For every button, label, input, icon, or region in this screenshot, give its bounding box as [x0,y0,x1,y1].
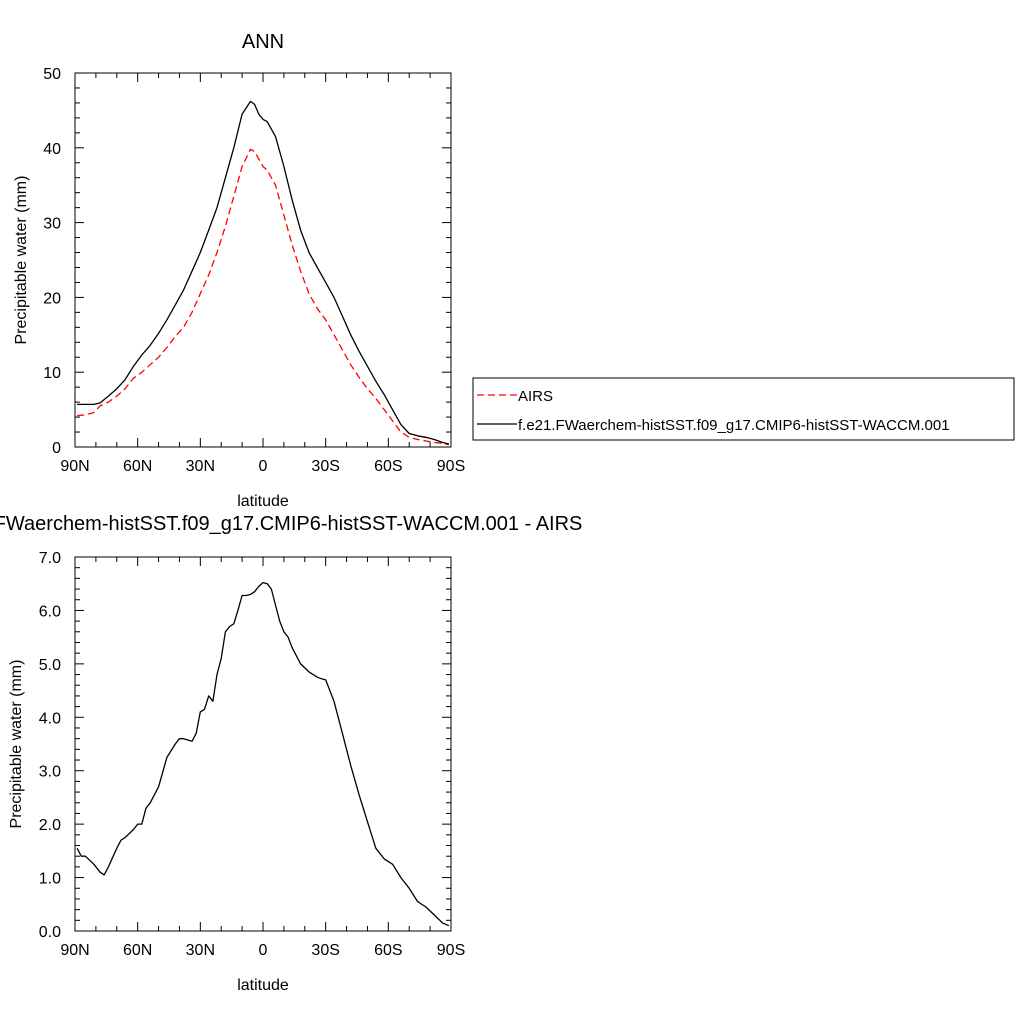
y-tick-label: 10 [43,365,61,382]
top-panel-plot-frame [74,72,452,448]
x-tick-label: 90N [60,942,89,959]
y-tick-label: 0.0 [39,924,61,941]
y-tick-label: 5.0 [39,657,61,674]
y-tick-label: 20 [43,290,61,307]
y-tick-label: 50 [43,66,61,83]
x-tick-label: 90S [437,942,465,959]
legend-box [472,377,1015,441]
x-tick-label: 0 [259,458,268,475]
x-tick-label: 90S [437,458,465,475]
legend-label-airs: AIRS [518,388,553,405]
legend-label-model: f.e21.FWaerchem-histSST.f09_g17.CMIP6-hi… [518,417,950,434]
y-tick-label: 2.0 [39,817,61,834]
top-panel: ANN latitude Precipitable water (mm) 90N… [13,31,465,510]
bottom-panel-series [76,581,450,927]
y-tick-label: 6.0 [39,603,61,620]
y-tick-label: 40 [43,141,61,158]
y-tick-label: 1.0 [39,871,61,888]
bottom-panel-ticks: 90N 60N 30N 0 30S 60S 90S 0.0 1.0 2.0 3.0 4.0 5.0 6.0… [39,550,465,959]
y-tick-label: 0 [52,440,61,457]
y-tick-label: 3.0 [39,764,61,781]
bottom-panel-plot-frame [74,556,452,932]
top-panel-x-axis-title: latitude [237,493,289,510]
y-tick-label: 7.0 [39,550,61,567]
legend: AIRS f.e21.FWaerchem-histSST.f09_g17.CMI… [472,377,1015,441]
x-tick-label: 0 [259,942,268,959]
top-panel-ticks: 90N 60N 30N 0 30S 60S 90S 0 10 20 30 40 50 [43,66,465,475]
x-tick-label: 90N [60,458,89,475]
series-line-model [77,100,450,445]
x-tick-label: 30S [311,942,339,959]
x-tick-label: 30S [311,458,339,475]
x-tick-label: 60S [374,942,402,959]
bottom-panel: f.e21.FWaerchem-histSST.f09_g17.CMIP6-hi… [0,513,582,994]
bottom-panel-x-axis-title: latitude [237,977,289,994]
top-panel-title: ANN [242,31,284,53]
x-tick-label: 30N [186,942,215,959]
top-panel-series [77,100,450,446]
x-tick-label: 30N [186,458,215,475]
x-tick-label: 60S [374,458,402,475]
x-tick-label: 60N [123,942,152,959]
series-line-difference [76,581,450,927]
top-panel-y-axis-title: Precipitable water (mm) [13,176,30,345]
y-tick-label: 4.0 [39,710,61,727]
x-tick-label: 60N [123,458,152,475]
bottom-panel-title: f.e21.FWaerchem-histSST.f09_g17.CMIP6-hi… [0,513,582,535]
series-line-airs [77,148,450,446]
y-tick-label: 30 [43,216,61,233]
bottom-panel-y-axis-title: Precipitable water (mm) [8,660,25,829]
